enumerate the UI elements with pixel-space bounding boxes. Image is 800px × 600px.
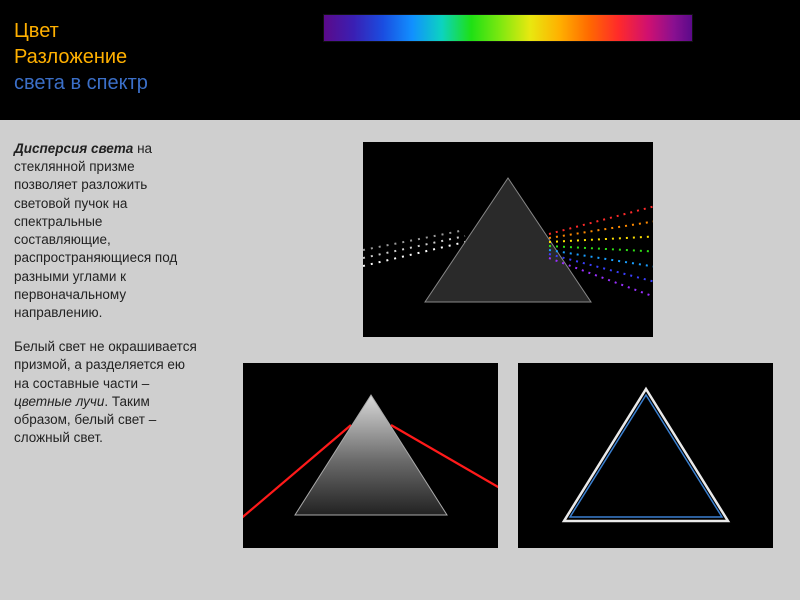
spectrum-bar: [323, 14, 693, 42]
figure-area: [215, 120, 800, 600]
prism-icon: [295, 395, 447, 515]
prism-outline-outer: [564, 389, 728, 521]
figure-red-ray: [243, 363, 498, 548]
p2-em: цветные лучи: [14, 394, 104, 409]
p1-lead: Дисперсия света: [14, 141, 137, 156]
p1-rest: на стеклянной призме позволяет разложить…: [14, 141, 177, 320]
title-line-1: Цвет: [14, 18, 201, 44]
prism-outline-inner: [570, 395, 722, 517]
figure-dispersion-anim: [363, 142, 653, 337]
incoming-beam: [363, 230, 465, 266]
spectrum-header: [215, 0, 800, 120]
body-text: Дисперсия света на стеклянной призме поз…: [0, 120, 215, 600]
title-line-2: Разложение: [14, 44, 201, 70]
figure-prism-outline: [518, 363, 773, 548]
p2a: Белый свет не окрашивается призмой, а ра…: [14, 339, 197, 390]
title-line-3: света в спектр: [14, 70, 201, 96]
paragraph-2: Белый свет не окрашивается призмой, а ра…: [14, 338, 201, 447]
title-block: Цвет Разложение света в спектр: [0, 0, 215, 120]
paragraph-1: Дисперсия света на стеклянной призме поз…: [14, 140, 201, 322]
